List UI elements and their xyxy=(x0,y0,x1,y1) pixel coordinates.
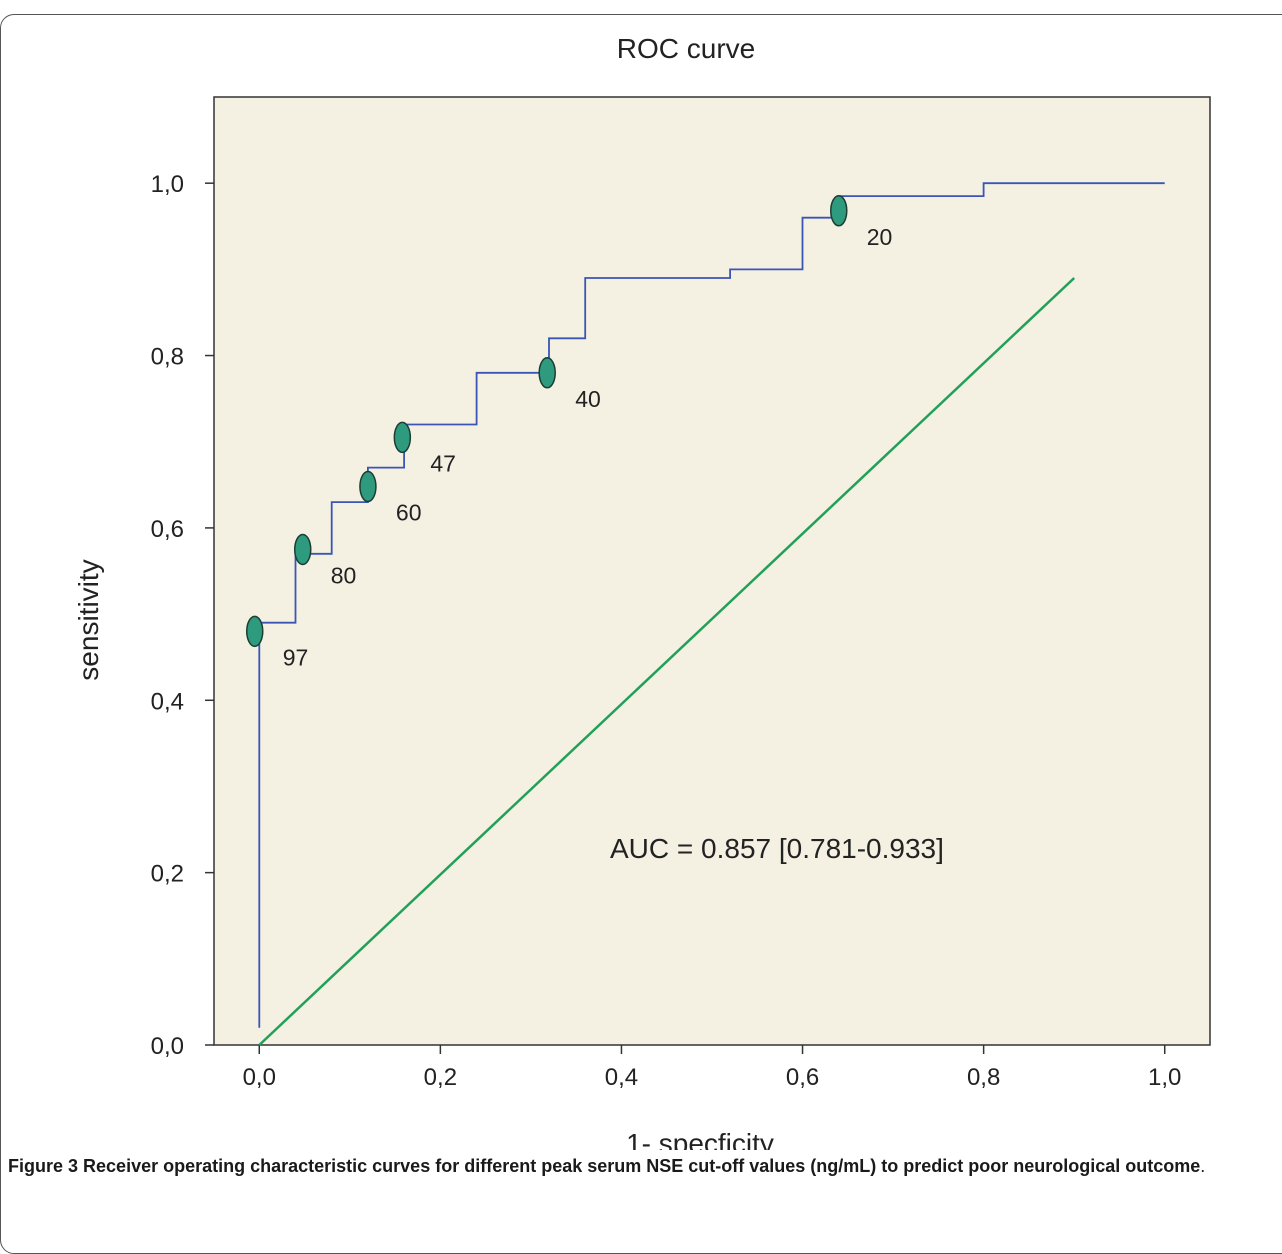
plot-area xyxy=(213,96,1211,1046)
y-tick-label: 0,0 xyxy=(151,1033,184,1060)
figure-label: Figure 3 xyxy=(8,1156,79,1176)
cutoff-marker xyxy=(393,421,412,454)
y-tick-label: 0,2 xyxy=(151,861,184,888)
y-tick-label: 0,6 xyxy=(151,516,184,543)
figure-caption: Figure 3 Receiver operating characterist… xyxy=(8,1153,1278,1179)
x-tick-label: 1,0 xyxy=(1148,1064,1181,1091)
figure-caption-end: . xyxy=(1200,1156,1206,1176)
y-tick-label: 1,0 xyxy=(151,171,184,198)
auc-annotation: AUC = 0.857 [0.781-0.933] xyxy=(610,833,944,864)
roc-chart: ROC curve 0,0 0,2 0,4 0,6 0,8 1,0 0,0 0,2 0,4 0,6… xyxy=(73,33,1211,1150)
cutoff-markers: 97 80 60 47 40 20 xyxy=(245,195,893,670)
y-axis-title: sensitivity xyxy=(73,559,104,680)
cutoff-marker xyxy=(538,357,556,389)
axes: 0,0 0,2 0,4 0,6 0,8 1,0 0,0 0,2 0,4 0,6 0,8 1,0 xyxy=(151,171,1182,1091)
x-tick-label: 0,6 xyxy=(786,1064,819,1091)
reference-line xyxy=(258,277,1076,1046)
cutoff-label: 60 xyxy=(396,500,422,526)
x-tick-label: 0,8 xyxy=(967,1064,1000,1091)
x-tick-label: 0,4 xyxy=(605,1064,638,1091)
cutoff-label: 40 xyxy=(575,386,601,412)
x-axis-title: 1- specficity xyxy=(626,1128,774,1150)
chart-title: ROC curve xyxy=(617,33,755,64)
cutoff-marker xyxy=(245,615,264,648)
cutoff-label: 80 xyxy=(331,562,357,588)
y-tick-label: 0,8 xyxy=(151,344,184,371)
cutoff-label: 20 xyxy=(867,224,893,250)
figure-caption-text: Receiver operating characteristic curves… xyxy=(83,1156,1201,1176)
cutoff-marker xyxy=(293,533,312,566)
y-tick-label: 0,4 xyxy=(151,688,184,715)
cutoff-label: 47 xyxy=(430,450,456,476)
cutoff-marker xyxy=(830,195,848,227)
cutoff-label: 97 xyxy=(283,644,309,670)
x-tick-label: 0,0 xyxy=(243,1064,276,1091)
cutoff-marker xyxy=(359,470,377,503)
x-tick-label: 0,2 xyxy=(424,1064,457,1091)
